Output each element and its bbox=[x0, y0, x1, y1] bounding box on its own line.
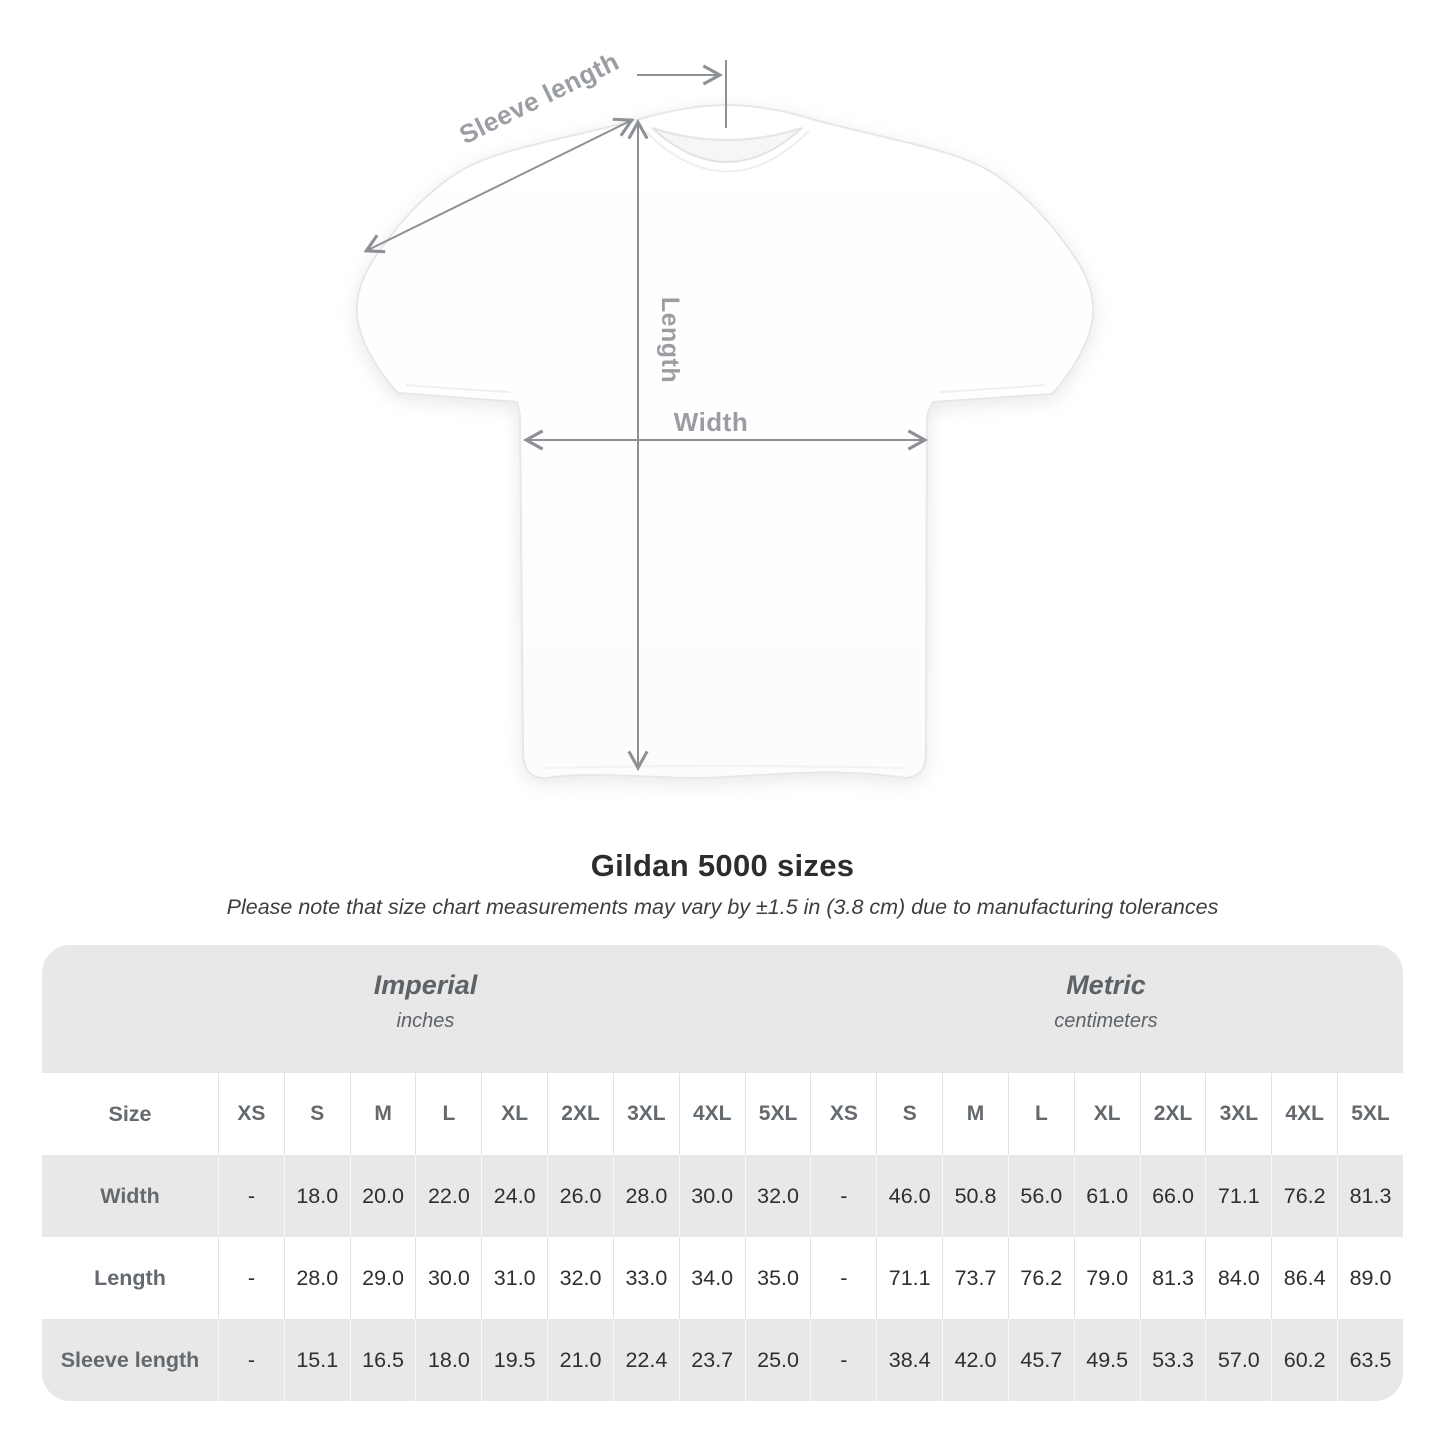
page-title: Gildan 5000 sizes bbox=[590, 848, 855, 883]
size-header-imperial: 5XL bbox=[744, 1073, 811, 1155]
metric-value: 81.3 bbox=[1337, 1155, 1403, 1237]
metric-value: 45.7 bbox=[1007, 1319, 1074, 1401]
size-header-imperial: L bbox=[415, 1073, 481, 1155]
metric-value: 66.0 bbox=[1139, 1155, 1206, 1237]
imperial-value: 28.0 bbox=[283, 1237, 350, 1319]
imperial-value: 26.0 bbox=[547, 1155, 613, 1237]
unit-group-header: Imperial inches Metric centimeters bbox=[42, 945, 1403, 1073]
imperial-value: - bbox=[218, 1155, 284, 1237]
imperial-value: 32.0 bbox=[744, 1155, 811, 1237]
metric-value: 71.1 bbox=[876, 1237, 942, 1319]
size-table: Imperial inches Metric centimeters Size X… bbox=[42, 945, 1403, 1401]
size-table-body: Size XS S M L XL 2XL 3XL 4XL 5XL XS S M L XL 2XL 3XL 4XL 5… bbox=[42, 1073, 1403, 1401]
imperial-value: 20.0 bbox=[349, 1155, 416, 1237]
imperial-value: 19.5 bbox=[481, 1319, 547, 1401]
metric-value: 46.0 bbox=[876, 1155, 942, 1237]
metric-group-header: Metric centimeters bbox=[809, 945, 1403, 1073]
size-header-imperial: S bbox=[283, 1073, 350, 1155]
metric-value: 56.0 bbox=[1007, 1155, 1074, 1237]
size-header-metric: 2XL bbox=[1139, 1073, 1206, 1155]
row-label: Sleeve length bbox=[60, 1347, 200, 1372]
size-header-imperial: 3XL bbox=[612, 1073, 679, 1155]
imperial-value: 30.0 bbox=[415, 1237, 481, 1319]
heading-section: Gildan 5000 sizes Please note that size … bbox=[0, 848, 1445, 920]
size-header-metric: M bbox=[942, 1073, 1008, 1155]
metric-value: 60.2 bbox=[1271, 1319, 1337, 1401]
imperial-value: 34.0 bbox=[678, 1237, 745, 1319]
imperial-value: 15.1 bbox=[283, 1319, 350, 1401]
table-header-row: Size XS S M L XL 2XL 3XL 4XL 5XL XS S M L XL 2XL 3XL 4XL 5… bbox=[42, 1073, 1403, 1155]
imperial-value: 30.0 bbox=[678, 1155, 745, 1237]
metric-value: 38.4 bbox=[876, 1319, 942, 1401]
size-header-metric: XS bbox=[810, 1073, 876, 1155]
metric-value: 53.3 bbox=[1139, 1319, 1206, 1401]
size-header-metric: XL bbox=[1073, 1073, 1140, 1155]
metric-unit-label: centimeters bbox=[1054, 1009, 1158, 1032]
size-header-imperial: 2XL bbox=[547, 1073, 613, 1155]
metric-value: 81.3 bbox=[1139, 1237, 1206, 1319]
metric-value: - bbox=[810, 1237, 876, 1319]
imperial-unit-label: inches bbox=[396, 1009, 455, 1032]
size-header-metric: 4XL bbox=[1271, 1073, 1337, 1155]
size-header-metric: L bbox=[1007, 1073, 1074, 1155]
imperial-value: 29.0 bbox=[349, 1237, 416, 1319]
imperial-value: 22.0 bbox=[415, 1155, 481, 1237]
row-label: Length bbox=[94, 1265, 166, 1290]
table-row-length: Length -28.0 29.0 30.0 31.0 32.0 33.0 34.0 35.0-… bbox=[42, 1237, 1403, 1319]
size-column-header: Size bbox=[108, 1101, 152, 1126]
tshirt-measurement-diagram: Sleeve length Length Width bbox=[355, 46, 1095, 780]
imperial-value: 22.4 bbox=[612, 1319, 679, 1401]
sleeve-length-arrow bbox=[363, 117, 635, 254]
metric-value: 84.0 bbox=[1205, 1237, 1271, 1319]
imperial-value: - bbox=[218, 1319, 284, 1401]
size-header-metric: S bbox=[876, 1073, 942, 1155]
metric-value: 57.0 bbox=[1205, 1319, 1271, 1401]
imperial-value: 28.0 bbox=[612, 1155, 679, 1237]
size-header-metric: 3XL bbox=[1205, 1073, 1271, 1155]
imperial-value: 21.0 bbox=[547, 1319, 613, 1401]
metric-label: Metric bbox=[1066, 969, 1146, 1000]
width-label: Width bbox=[674, 407, 748, 437]
metric-value: 63.5 bbox=[1337, 1319, 1403, 1401]
imperial-value: - bbox=[218, 1237, 284, 1319]
metric-value: 50.8 bbox=[942, 1155, 1008, 1237]
size-header-metric: 5XL bbox=[1337, 1073, 1403, 1155]
table-row-sleeve-length: Sleeve length -15.1 16.5 18.0 19.5 21.0 22.4 23… bbox=[42, 1319, 1403, 1401]
imperial-value: 31.0 bbox=[481, 1237, 547, 1319]
imperial-value: 23.7 bbox=[678, 1319, 745, 1401]
metric-value: 73.7 bbox=[942, 1237, 1008, 1319]
metric-value: 61.0 bbox=[1073, 1155, 1140, 1237]
imperial-value: 24.0 bbox=[481, 1155, 547, 1237]
imperial-value: 25.0 bbox=[744, 1319, 811, 1401]
tshirt-illustration bbox=[355, 103, 1095, 780]
size-header-imperial: XL bbox=[481, 1073, 547, 1155]
table-row-width: Width -18.0 20.0 22.0 24.0 26.0 28.0 30.0 32.0-4… bbox=[42, 1155, 1403, 1237]
size-header-imperial: 4XL bbox=[678, 1073, 745, 1155]
metric-value: 42.0 bbox=[942, 1319, 1008, 1401]
imperial-value: 32.0 bbox=[547, 1237, 613, 1319]
imperial-value: 18.0 bbox=[415, 1319, 481, 1401]
size-header-imperial: M bbox=[349, 1073, 416, 1155]
imperial-value: 16.5 bbox=[349, 1319, 416, 1401]
imperial-value: 33.0 bbox=[612, 1237, 679, 1319]
imperial-label: Imperial bbox=[373, 969, 478, 1000]
length-label: Length bbox=[656, 297, 684, 383]
metric-value: 79.0 bbox=[1073, 1237, 1140, 1319]
row-label: Width bbox=[100, 1183, 160, 1208]
metric-value: - bbox=[810, 1155, 876, 1237]
imperial-group-header: Imperial inches bbox=[42, 945, 809, 1073]
metric-value: 71.1 bbox=[1205, 1155, 1271, 1237]
metric-value: 76.2 bbox=[1271, 1155, 1337, 1237]
metric-value: - bbox=[810, 1319, 876, 1401]
tolerance-note: Please note that size chart measurements… bbox=[226, 895, 1219, 919]
metric-value: 49.5 bbox=[1073, 1319, 1140, 1401]
metric-value: 89.0 bbox=[1337, 1237, 1403, 1319]
metric-value: 86.4 bbox=[1271, 1237, 1337, 1319]
size-header-imperial: XS bbox=[218, 1073, 284, 1155]
metric-value: 76.2 bbox=[1007, 1237, 1074, 1319]
imperial-value: 18.0 bbox=[283, 1155, 350, 1237]
imperial-value: 35.0 bbox=[744, 1237, 811, 1319]
